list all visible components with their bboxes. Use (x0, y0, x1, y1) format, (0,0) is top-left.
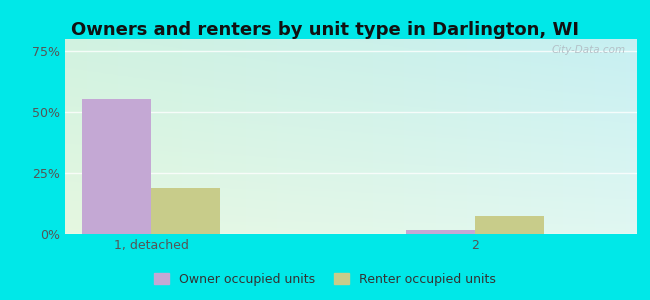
Text: City-Data.com: City-Data.com (551, 45, 625, 55)
Text: Owners and renters by unit type in Darlington, WI: Owners and renters by unit type in Darli… (71, 21, 579, 39)
Legend: Owner occupied units, Renter occupied units: Owner occupied units, Renter occupied un… (149, 268, 501, 291)
Bar (406, 230, 475, 234)
Bar (475, 216, 544, 234)
Bar (83, 99, 151, 234)
Bar (151, 188, 220, 234)
